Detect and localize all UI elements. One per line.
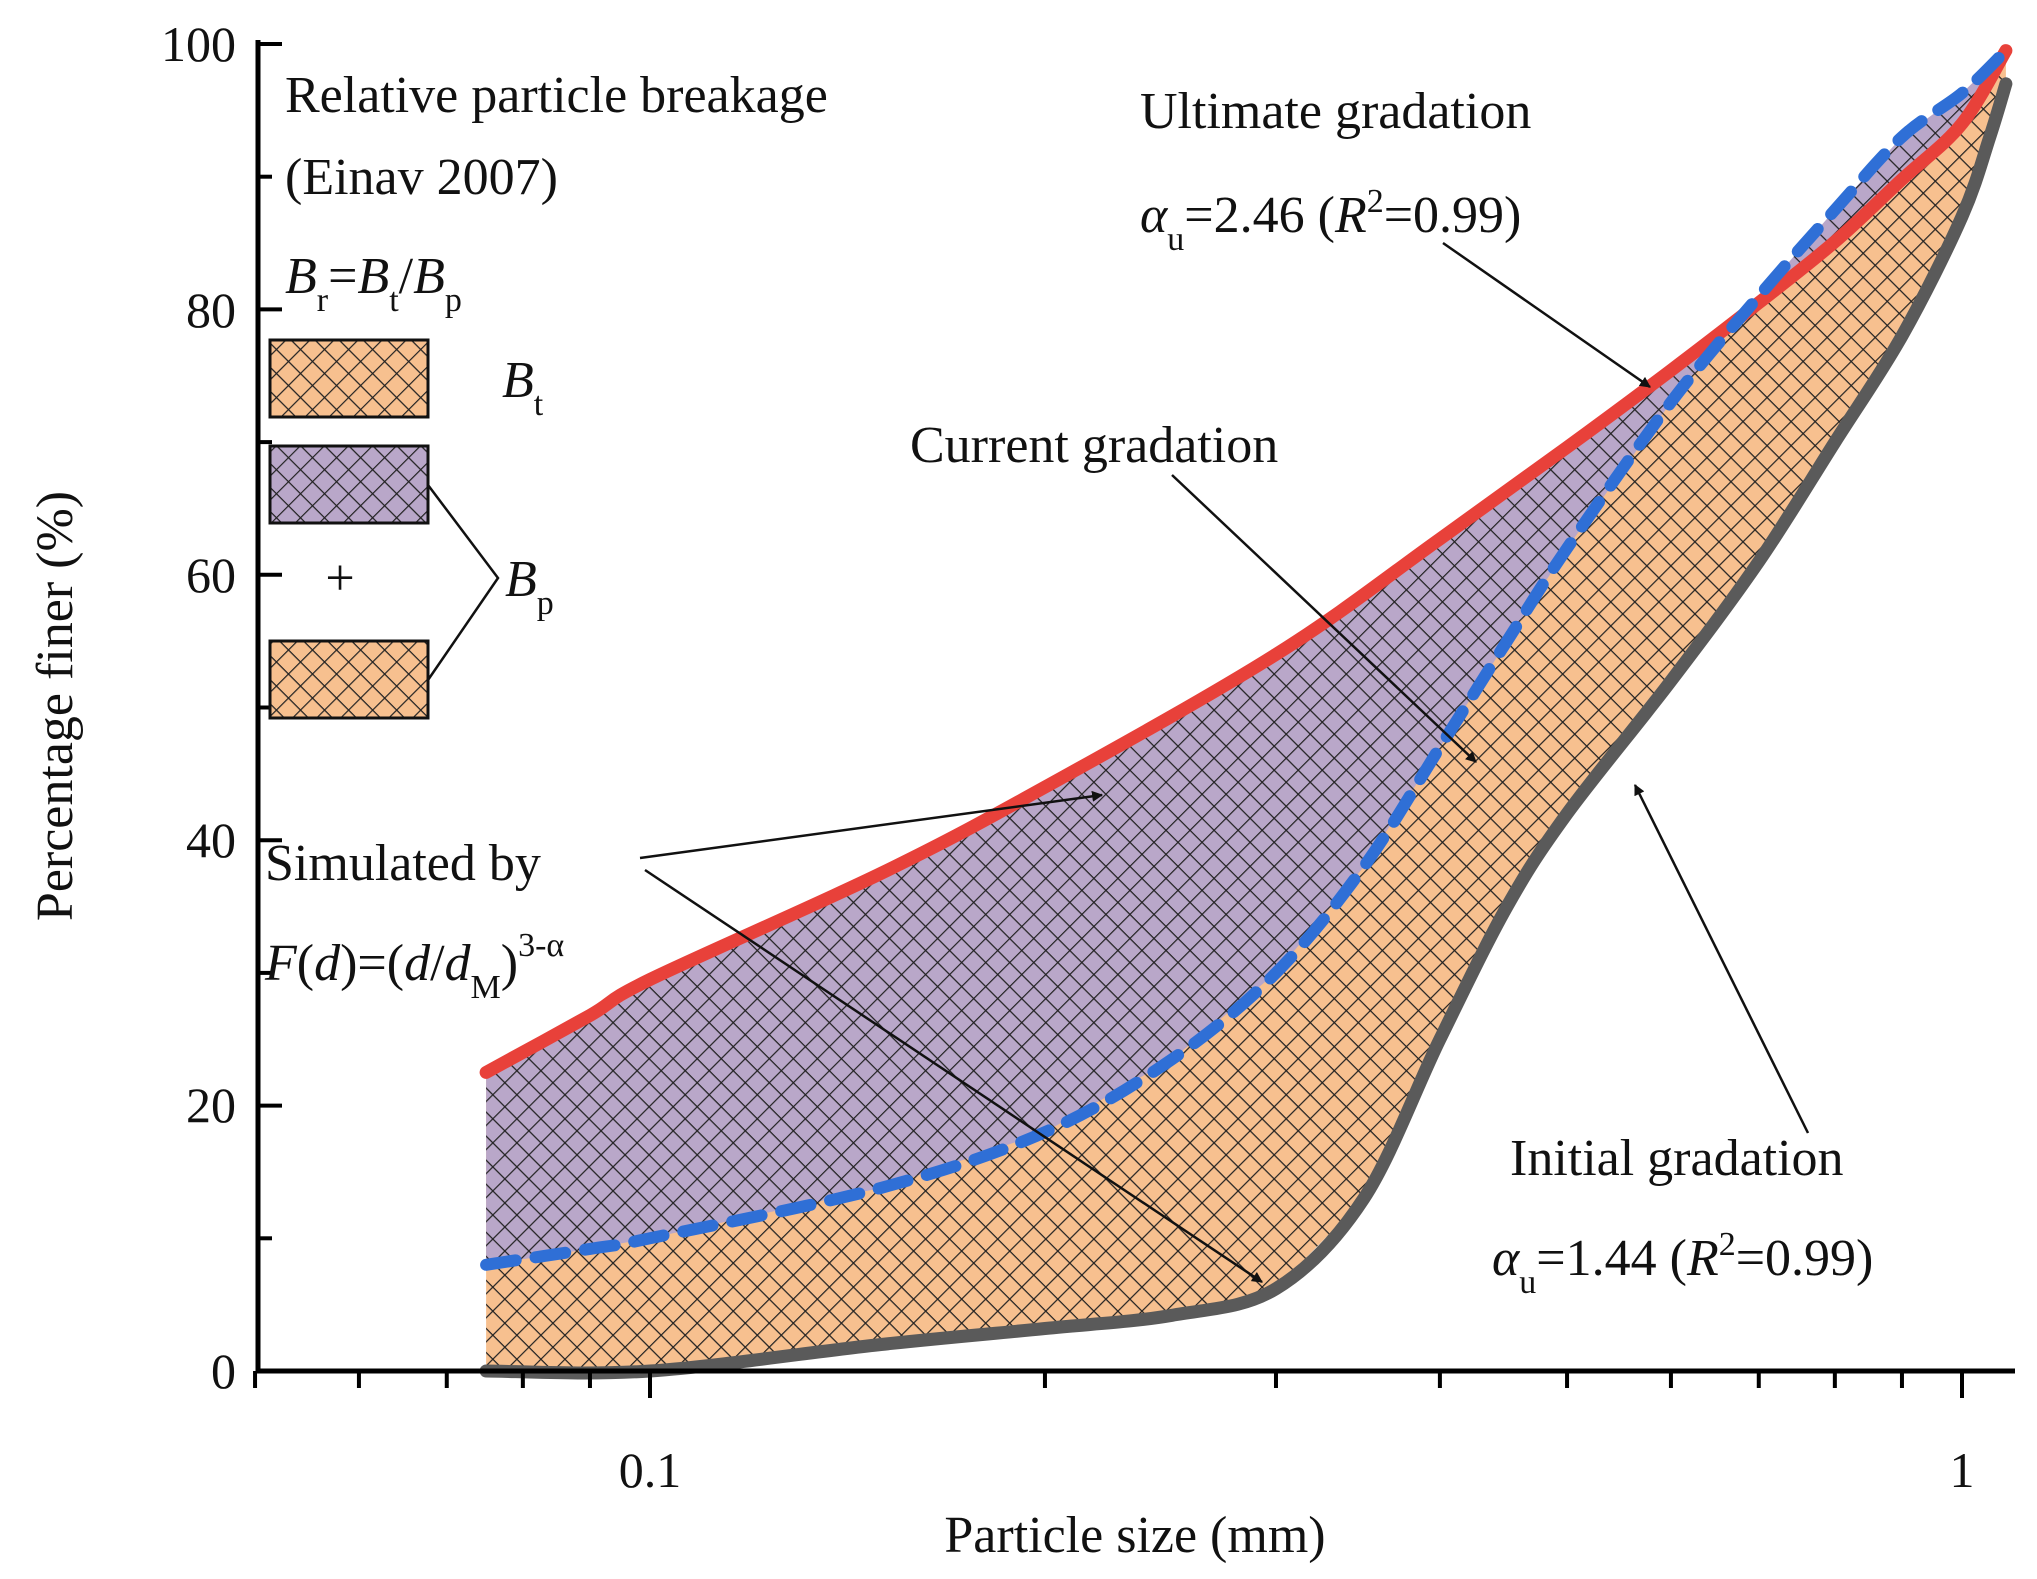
x-tick-label: 1 (1950, 1442, 1975, 1498)
legend-title-line-1: Relative particle breakage (285, 67, 828, 124)
current-gradation-line (480, 44, 2012, 1271)
legend-swatch-bt-hatch (268, 338, 430, 419)
legend-bp-bracket (426, 484, 500, 681)
legend-swatch-bp-upper-hatch (268, 444, 430, 525)
simulated-by-label: Simulated by (265, 835, 541, 892)
simulated-by-arrow-upper (639, 790, 1104, 860)
ultimate-gradation-fit: αu=2.46 (R2=0.99) (1140, 183, 1521, 258)
y-axis-title: Percentage finer (%) (27, 491, 84, 921)
initial-gradation-fit: αu=1.44 (R2=0.99) (1492, 1226, 1873, 1301)
legend-plus: + (325, 550, 354, 607)
current-gradation-arrow (1171, 474, 1477, 763)
y-tick-label: 40 (186, 812, 236, 868)
legend-formula: Br=Bt/Bp (285, 248, 462, 319)
x-tick-label: 0.1 (619, 1442, 682, 1498)
simulated-by-formula: F(d)=(d/dM)3-α (264, 927, 564, 1006)
x-axis-title: Particle size (mm) (944, 1507, 1325, 1564)
ultimate-gradation-label: Ultimate gradation (1140, 83, 1531, 140)
ultimate-gradation-arrow (1442, 241, 1651, 389)
legend-title-line-2: (Einav 2007) (285, 149, 558, 206)
current-gradation-label: Current gradation (910, 417, 1278, 474)
legend-label-bt: Bt (502, 352, 544, 423)
legend-swatch-bp-lower-hatch (268, 639, 430, 720)
bp-upper-hatch-region (486, 50, 2006, 1265)
axis-ticks (253, 42, 1964, 1398)
y-tick-label: 0 (211, 1343, 236, 1399)
ultimate-gradation-line (479, 44, 2013, 1079)
initial-gradation-label: Initial gradation (1510, 1130, 1844, 1187)
simulated-by-arrow-lower (644, 868, 1263, 1284)
legend-label-bp: Bp (505, 551, 554, 622)
y-tick-label: 80 (186, 282, 236, 338)
y-tick-label: 100 (161, 16, 236, 72)
y-tick-label: 20 (186, 1077, 236, 1133)
initial-gradation-arrow (1633, 784, 1810, 1134)
y-tick-label: 60 (186, 547, 236, 603)
initial-gradation-line (479, 77, 2013, 1380)
